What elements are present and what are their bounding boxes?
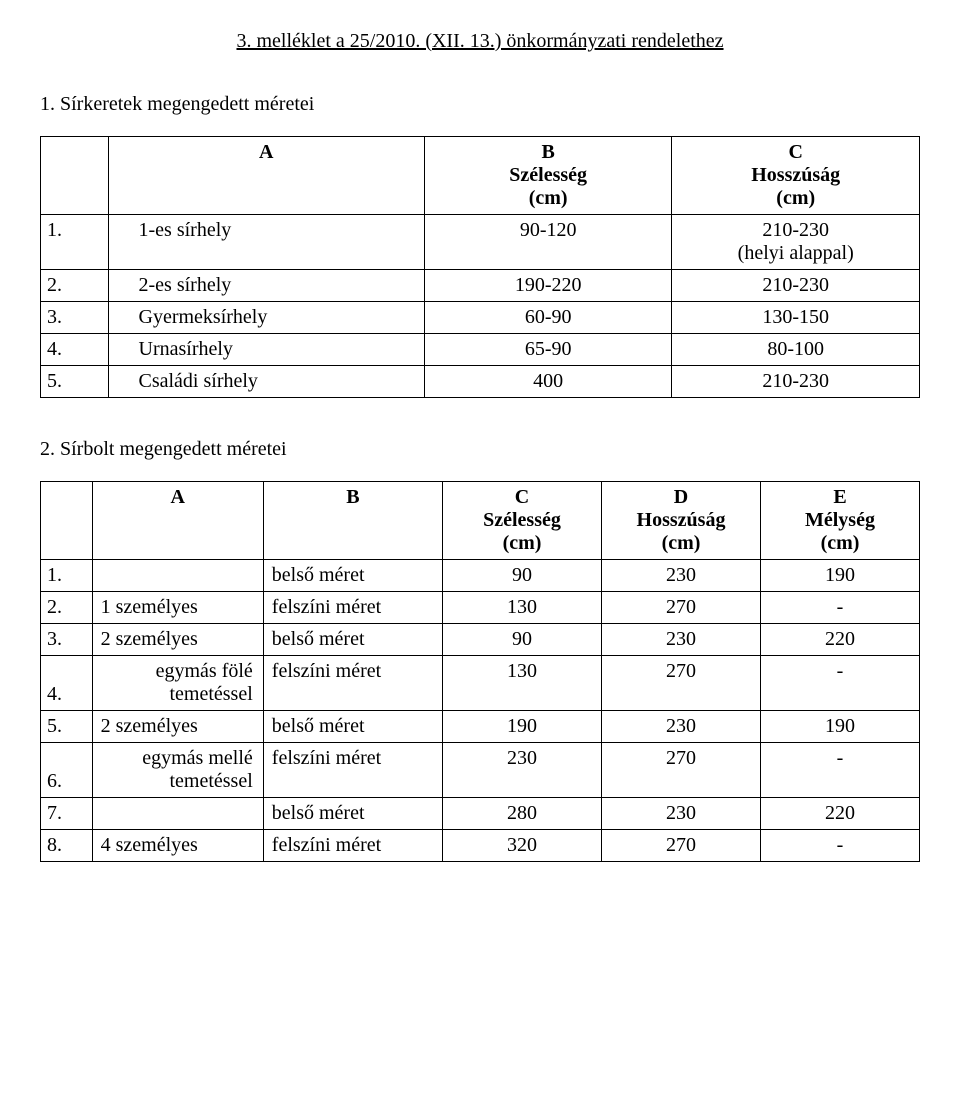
- header-c: C Szélesség (cm): [443, 482, 602, 560]
- row-d: 270: [602, 743, 761, 798]
- row-c: 90: [443, 560, 602, 592]
- table-row: 5. 2 személyes belső méret 190 230 190: [41, 711, 920, 743]
- row-width: 90-120: [424, 215, 672, 270]
- header-a: A: [108, 137, 424, 215]
- row-e: -: [760, 743, 919, 798]
- header-e: E Mélység (cm): [760, 482, 919, 560]
- table-row: 3. Gyermeksírhely 60-90 130-150: [41, 302, 920, 334]
- header-blank: [41, 137, 109, 215]
- row-label: 2 személyes: [92, 711, 263, 743]
- header-d: D Hosszúság (cm): [602, 482, 761, 560]
- row-number: 5.: [41, 711, 93, 743]
- table-row: 1. belső méret 90 230 190: [41, 560, 920, 592]
- document-title: 3. melléklet a 25/2010. (XII. 13.) önkor…: [40, 30, 920, 53]
- row-width: 65-90: [424, 334, 672, 366]
- row-label: 2 személyes: [92, 624, 263, 656]
- row-length: 130-150: [672, 302, 920, 334]
- table-row: 4. Urnasírhely 65-90 80-100: [41, 334, 920, 366]
- row-e: -: [760, 656, 919, 711]
- row-b: belső méret: [263, 711, 442, 743]
- row-c: 130: [443, 592, 602, 624]
- section2-title: 2. Sírbolt megengedett méretei: [40, 438, 920, 461]
- row-d: 230: [602, 798, 761, 830]
- row-c: 190: [443, 711, 602, 743]
- row-c: 320: [443, 830, 602, 862]
- table-row: 6. egymás mellé temetéssel felszíni mére…: [41, 743, 920, 798]
- row-width: 190-220: [424, 270, 672, 302]
- row-number: 1.: [41, 215, 109, 270]
- row-d: 270: [602, 830, 761, 862]
- row-d: 230: [602, 711, 761, 743]
- row-c: 280: [443, 798, 602, 830]
- table-row: 2. 2-es sírhely 190-220 210-230: [41, 270, 920, 302]
- row-number: 4.: [41, 656, 93, 711]
- table-sirbolt: A B C Szélesség (cm) D Hosszúság (cm) E …: [40, 481, 920, 862]
- row-number: 7.: [41, 798, 93, 830]
- table-header-row: A B Szélesség (cm) C Hosszúság (cm): [41, 137, 920, 215]
- row-e: 190: [760, 711, 919, 743]
- row-c: 130: [443, 656, 602, 711]
- row-e: 190: [760, 560, 919, 592]
- row-e: 220: [760, 798, 919, 830]
- table-row: 3. 2 személyes belső méret 90 230 220: [41, 624, 920, 656]
- row-b: belső méret: [263, 798, 442, 830]
- row-b: belső méret: [263, 560, 442, 592]
- row-b: felszíni méret: [263, 743, 442, 798]
- header-b: B Szélesség (cm): [424, 137, 672, 215]
- row-label: 2-es sírhely: [108, 270, 424, 302]
- header-c: C Hosszúság (cm): [672, 137, 920, 215]
- row-d: 270: [602, 592, 761, 624]
- row-length: 210-230: [672, 366, 920, 398]
- row-width: 60-90: [424, 302, 672, 334]
- table-row: 7. belső méret 280 230 220: [41, 798, 920, 830]
- row-d: 230: [602, 624, 761, 656]
- row-e: -: [760, 830, 919, 862]
- row-length: 210-230 (helyi alappal): [672, 215, 920, 270]
- row-d: 270: [602, 656, 761, 711]
- row-b: felszíni méret: [263, 656, 442, 711]
- row-number: 1.: [41, 560, 93, 592]
- row-label: 1 személyes: [92, 592, 263, 624]
- row-number: 2.: [41, 592, 93, 624]
- row-label: Urnasírhely: [108, 334, 424, 366]
- table-header-row: A B C Szélesség (cm) D Hosszúság (cm) E …: [41, 482, 920, 560]
- row-label: Gyermeksírhely: [108, 302, 424, 334]
- row-d: 230: [602, 560, 761, 592]
- header-b: B: [263, 482, 442, 560]
- table-row: 4. egymás fölé temetéssel felszíni méret…: [41, 656, 920, 711]
- table-sirkeretek: A B Szélesség (cm) C Hosszúság (cm) 1. 1…: [40, 136, 920, 398]
- row-number: 3.: [41, 624, 93, 656]
- table-row: 5. Családi sírhely 400 210-230: [41, 366, 920, 398]
- header-a: A: [92, 482, 263, 560]
- row-label: egymás fölé temetéssel: [92, 656, 263, 711]
- row-b: belső méret: [263, 624, 442, 656]
- row-label: 4 személyes: [92, 830, 263, 862]
- row-number: 4.: [41, 334, 109, 366]
- row-e: -: [760, 592, 919, 624]
- row-number: 5.: [41, 366, 109, 398]
- row-length: 210-230: [672, 270, 920, 302]
- row-e: 220: [760, 624, 919, 656]
- row-label: [92, 798, 263, 830]
- row-number: 2.: [41, 270, 109, 302]
- row-number: 3.: [41, 302, 109, 334]
- row-label: egymás mellé temetéssel: [92, 743, 263, 798]
- row-label: Családi sírhely: [108, 366, 424, 398]
- table-row: 1. 1-es sírhely 90-120 210-230 (helyi al…: [41, 215, 920, 270]
- row-length: 80-100: [672, 334, 920, 366]
- row-number: 8.: [41, 830, 93, 862]
- row-c: 90: [443, 624, 602, 656]
- row-number: 6.: [41, 743, 93, 798]
- table-row: 8. 4 személyes felszíni méret 320 270 -: [41, 830, 920, 862]
- row-b: felszíni méret: [263, 592, 442, 624]
- section1-title: 1. Sírkeretek megengedett méretei: [40, 93, 920, 116]
- row-b: felszíni méret: [263, 830, 442, 862]
- row-label: 1-es sírhely: [108, 215, 424, 270]
- row-label: [92, 560, 263, 592]
- table-row: 2. 1 személyes felszíni méret 130 270 -: [41, 592, 920, 624]
- row-width: 400: [424, 366, 672, 398]
- row-c: 230: [443, 743, 602, 798]
- header-blank: [41, 482, 93, 560]
